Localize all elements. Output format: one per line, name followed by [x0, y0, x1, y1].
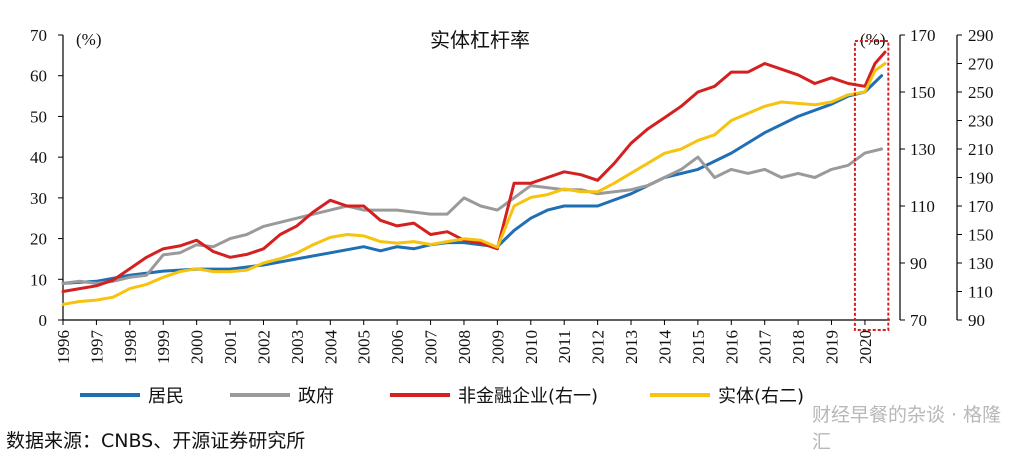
x-tick-label: 2002 — [254, 330, 273, 364]
series-line-3 — [61, 62, 887, 306]
x-tick-label: 2011 — [555, 330, 574, 363]
x-tick-label: 2009 — [488, 330, 507, 364]
x-tick-label: 2018 — [789, 330, 808, 364]
right2-tick-label: 210 — [968, 140, 994, 159]
right2-tick-label: 190 — [968, 169, 994, 188]
right2-tick-label: 270 — [968, 55, 994, 74]
left-tick-label: 10 — [30, 270, 47, 289]
series-line-2 — [61, 50, 887, 293]
x-tick-label: 2004 — [321, 330, 340, 365]
legend-label-0: 居民 — [148, 386, 184, 407]
x-tick-label: 2003 — [288, 330, 307, 364]
right2-tick-label: 170 — [968, 197, 994, 216]
right2-tick-label: 90 — [968, 311, 985, 330]
legend-label-1: 政府 — [298, 386, 334, 407]
x-tick-label: 2008 — [455, 330, 474, 364]
left-tick-label: 60 — [30, 67, 47, 86]
x-tick-label: 2013 — [622, 330, 641, 364]
chart-title: 实体杠杆率 — [430, 28, 530, 52]
source-note: 数据来源：CNBS、开源证券研究所 — [6, 430, 306, 452]
x-tick-label: 2012 — [589, 330, 608, 364]
x-tick-label: 1997 — [87, 330, 106, 365]
right2-tick-label: 230 — [968, 112, 994, 131]
series-line-0 — [61, 74, 884, 285]
watermark-text: 财经早餐的杂谈 · 格隆汇 — [812, 404, 1002, 453]
right2-tick-label: 110 — [968, 283, 993, 302]
left-tick-label: 0 — [39, 311, 48, 330]
series-line-1 — [61, 147, 884, 285]
right1-tick-label: 70 — [910, 311, 927, 330]
right1-tick-label: 90 — [910, 254, 927, 273]
chart-svg: 实体杠杆率 (%) (%) 0 10 20 30 40 50 60 70 70 90 110 130 150… — [30, 26, 994, 407]
x-tick-label: 2016 — [722, 330, 741, 364]
left-tick-label: 30 — [30, 189, 47, 208]
x-tick-label: 2001 — [221, 330, 240, 364]
left-tick-label: 50 — [30, 107, 47, 126]
right-unit-label: (%) — [860, 30, 885, 49]
x-tick-label: 1996 — [54, 330, 73, 364]
legend-label-3: 实体(右二) — [718, 386, 804, 407]
x-tick-label: 2015 — [689, 330, 708, 364]
x-tick-label: 2006 — [388, 330, 407, 364]
highlight-box — [853, 40, 890, 331]
x-tick-label: 2014 — [655, 330, 674, 365]
right1-tick-label: 130 — [910, 140, 936, 159]
x-tick-label: 1999 — [154, 330, 173, 364]
x-tick-label: 2007 — [422, 330, 441, 365]
right1-tick-label: 110 — [910, 197, 935, 216]
right2-tick-label: 250 — [968, 83, 994, 102]
x-tick-label: 2010 — [522, 330, 541, 364]
legend-label-2: 非金融企业(右一) — [458, 386, 598, 407]
x-tick-label: 1998 — [121, 330, 140, 364]
right1-tick-label: 150 — [910, 83, 936, 102]
left-unit-label: (%) — [76, 30, 101, 49]
x-tick-label: 2000 — [188, 330, 207, 364]
left-tick-label: 20 — [30, 230, 47, 249]
right2-tick-label: 150 — [968, 226, 994, 245]
left-tick-label: 70 — [30, 26, 47, 45]
x-tick-label: 2005 — [355, 330, 374, 364]
left-tick-label: 40 — [30, 148, 47, 167]
right2-tick-label: 290 — [968, 26, 994, 45]
x-tick-label: 2020 — [856, 330, 875, 364]
x-tick-label: 2017 — [756, 330, 775, 365]
right2-tick-label: 130 — [968, 254, 994, 273]
x-tick-label: 2019 — [823, 330, 842, 364]
right1-tick-label: 170 — [910, 26, 936, 45]
